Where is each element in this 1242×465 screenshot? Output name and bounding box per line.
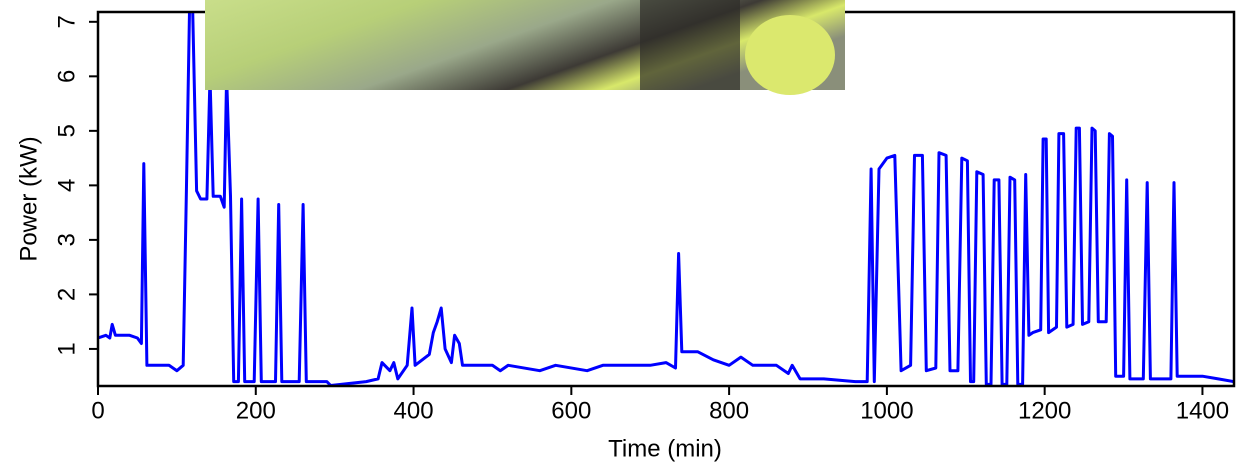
y-axis-title: Power (kW) xyxy=(15,136,42,261)
video-overlay xyxy=(205,0,845,95)
x-tick-label: 1400 xyxy=(1176,397,1229,424)
x-tick-label: 800 xyxy=(709,397,749,424)
y-tick-label: 3 xyxy=(53,233,80,246)
y-tick-label: 4 xyxy=(53,179,80,192)
x-tick-label: 1200 xyxy=(1018,397,1071,424)
y-tick-label: 6 xyxy=(53,70,80,83)
chart: Time (min) Power (kW) 1 2 3 4 5 6 7 0 200 400 600 8… xyxy=(0,0,1242,465)
y-tick-label: 1 xyxy=(53,342,80,355)
y-tick-label: 2 xyxy=(53,288,80,301)
photo-glove xyxy=(745,15,835,95)
photo-shade xyxy=(640,0,740,90)
x-axis-title: Time (min) xyxy=(608,435,722,462)
y-tick-label: 5 xyxy=(53,124,80,137)
x-tick-label: 1000 xyxy=(860,397,913,424)
y-tick-label: 7 xyxy=(53,15,80,28)
x-tick-label: 200 xyxy=(236,397,276,424)
page: Time (min) Power (kW) 1 2 3 4 5 6 7 0 200 400 600 8… xyxy=(0,0,1242,465)
x-tick-label: 0 xyxy=(91,397,104,424)
x-tick-label: 400 xyxy=(394,397,434,424)
x-tick-label: 600 xyxy=(551,397,591,424)
